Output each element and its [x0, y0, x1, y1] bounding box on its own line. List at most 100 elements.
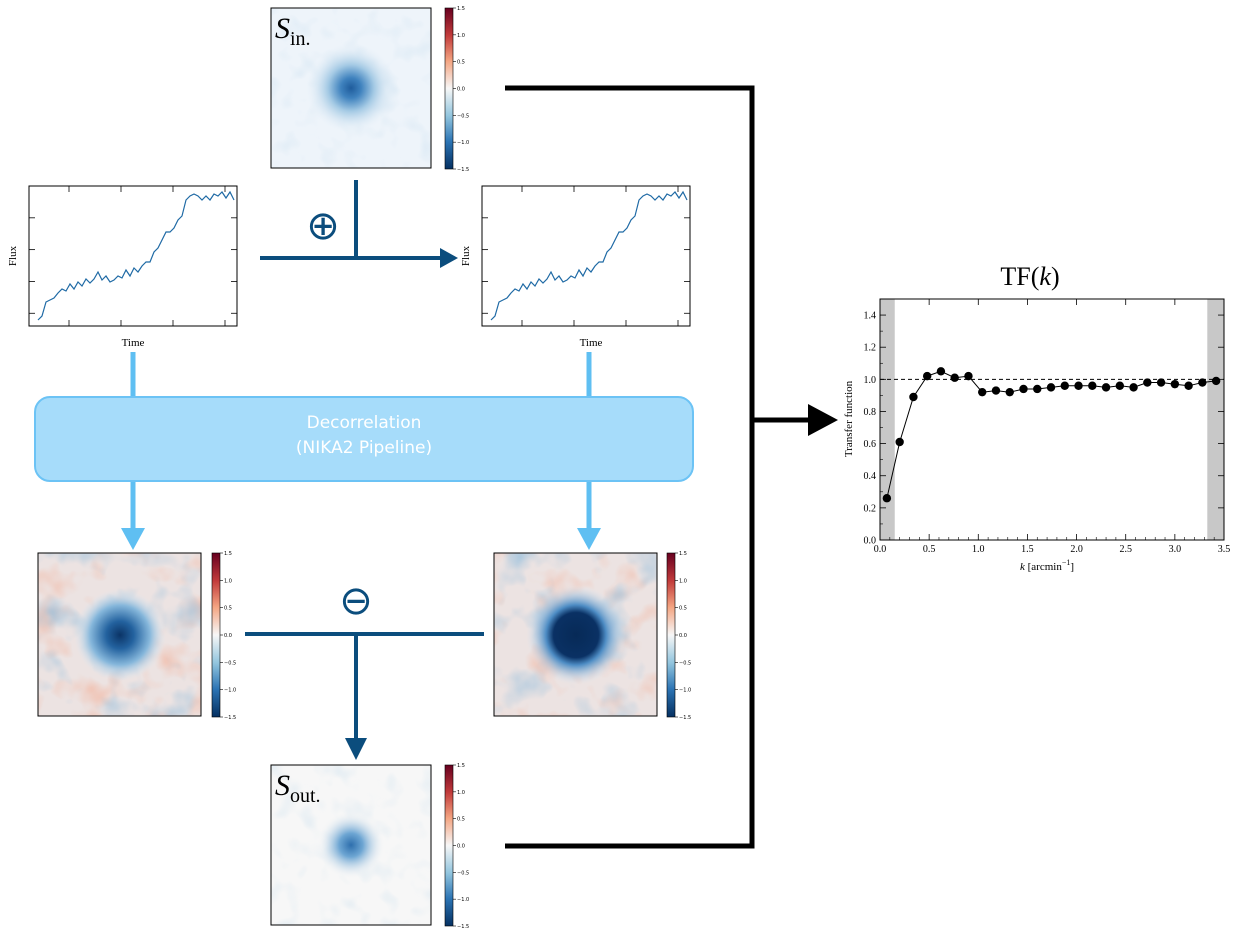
y-tick-label: 1.0 [864, 375, 877, 386]
colorbar-gradient [666, 552, 676, 718]
decorrelated-map-left [37, 552, 202, 717]
x-tick-label: 3.0 [1169, 544, 1182, 555]
x-tick-label: 1.0 [972, 544, 985, 555]
timeline-right: Flux Time [460, 185, 691, 349]
y-tick-label: 1.4 [864, 311, 877, 322]
decorrelation-subtitle: (NIKA2 Pipeline) [295, 438, 433, 458]
data-point [1115, 381, 1125, 390]
input-map-label: Sin. [275, 12, 311, 50]
colorbar-tick-label: 0.5 [457, 60, 465, 66]
timeline-left-ylabel: Flux [7, 245, 19, 266]
colorbar-tick-label: 1.0 [224, 578, 232, 584]
timeline-left: Flux Time [7, 185, 238, 349]
colorbar-tick-label: 0.0 [457, 87, 465, 93]
output-colorbar: 1.5 1.0 0.5 0.0 −0.5 −1.0 −1.5 [444, 763, 469, 929]
data-point [936, 367, 946, 376]
colorbar-tick-label: 0.0 [679, 633, 687, 639]
data-point [1033, 384, 1042, 394]
data-point [922, 371, 932, 381]
transfer-ylabel: Transfer function [843, 380, 855, 457]
data-point [964, 371, 973, 381]
x-tick-label: 3.5 [1218, 544, 1231, 555]
light-arrows [121, 352, 601, 550]
y-tick-label: 1.2 [864, 343, 877, 354]
data-point [1046, 383, 1056, 392]
data-point [909, 392, 918, 402]
colorbar-tick-label: −0.5 [457, 870, 469, 876]
plot-area [880, 299, 1224, 540]
data-point [1060, 381, 1069, 390]
decorrelated-colorbar-right: 1.5 1.0 0.5 0.0 −0.5 −1.0 −1.5 [666, 551, 691, 721]
colorbar-tick-label: 0.0 [224, 633, 232, 639]
data-point [1211, 376, 1221, 386]
x-tick-label: 0.0 [874, 544, 887, 555]
data-point [1170, 379, 1180, 389]
colorbar-tick-label: 1.0 [679, 578, 687, 584]
colorbar-tick-label: 0.5 [224, 606, 232, 612]
data-point [1129, 383, 1138, 392]
x-tick-label: 1.5 [1021, 544, 1034, 555]
x-tick-label: 2.5 [1119, 544, 1132, 555]
data-point [1088, 381, 1097, 390]
colorbar-tick-label: −1.5 [457, 167, 469, 173]
data-point [1019, 384, 1028, 394]
colorbar-tick-label: −1.0 [457, 140, 469, 146]
timeline-right-curve [490, 190, 688, 321]
output-map: Sout. [270, 764, 432, 926]
add-operation: ⊕ [260, 180, 458, 268]
colorbar-tick-label: 1.5 [457, 6, 465, 12]
data-point [978, 387, 987, 397]
timeline-left-xlabel: Time [122, 337, 145, 349]
decorrelated-map-right [493, 552, 658, 717]
transfer-function-plot: TF(k) Transfer function k [arcmin−1] 0.0… [843, 262, 1230, 573]
x-tick-label: 2.0 [1070, 544, 1083, 555]
data-point [1101, 383, 1111, 392]
excluded-scale-region [880, 299, 895, 540]
colorbar-tick-label: −1.5 [224, 715, 236, 721]
data-point [1156, 378, 1166, 387]
y-tick-label: 0.0 [864, 536, 877, 547]
plot-frame [879, 298, 1225, 541]
colorbar-tick-label: 0.5 [457, 817, 465, 823]
colorbar-gradient [211, 552, 221, 718]
colorbar-tick-label: −1.5 [679, 715, 691, 721]
colorbar-tick-label: 1.5 [457, 763, 465, 769]
colorbar-tick-label: 0.5 [679, 606, 687, 612]
colorbar-tick-label: 0.0 [457, 844, 465, 850]
colorbar-tick-label: −1.5 [457, 924, 469, 929]
colorbar-gradient [444, 764, 454, 927]
data-point [950, 373, 959, 382]
colorbar-tick-label: 1.0 [457, 790, 465, 796]
data-point [895, 437, 904, 447]
data-point [1005, 387, 1014, 397]
y-tick-label: 0.2 [864, 503, 877, 514]
data-point [1143, 378, 1152, 387]
timeline-left-curve [37, 190, 235, 321]
data-point [1184, 381, 1193, 390]
input-map: Sin. [270, 7, 432, 169]
decorrelation-title: Decorrelation [306, 413, 422, 433]
colorbar-tick-label: 1.5 [224, 551, 232, 557]
colorbar-tick-label: −0.5 [224, 660, 236, 666]
decorrelation-box: Decorrelation (NIKA2 Pipeline) [34, 396, 694, 482]
excluded-scale-region [1207, 299, 1224, 540]
connector-to-transfer [505, 85, 838, 849]
add-symbol: ⊕ [306, 203, 340, 249]
colorbar-tick-label: −1.0 [224, 688, 236, 694]
data-point [882, 494, 892, 503]
colorbar-tick-label: 1.0 [457, 33, 465, 39]
y-tick-label: 0.6 [864, 439, 877, 450]
transfer-xlabel: k [arcmin−1] [1020, 558, 1074, 573]
transfer-title: TF(k) [1000, 262, 1059, 291]
data-point [1198, 378, 1207, 387]
data-point [991, 386, 1001, 395]
decorrelated-colorbar-left: 1.5 1.0 0.5 0.0 −0.5 −1.0 −1.5 [211, 551, 236, 721]
colorbar-tick-label: −1.0 [457, 897, 469, 903]
subtract-operation: ⊖ [245, 578, 484, 760]
timeline-right-ylabel: Flux [460, 245, 472, 266]
timeline-right-xlabel: Time [580, 337, 603, 349]
input-colorbar: 1.5 1.0 0.5 0.0 −0.5 −1.0 −1.5 [444, 6, 469, 173]
data-point [1074, 381, 1083, 390]
x-tick-label: 0.5 [923, 544, 936, 555]
colorbar-tick-label: −0.5 [679, 660, 691, 666]
